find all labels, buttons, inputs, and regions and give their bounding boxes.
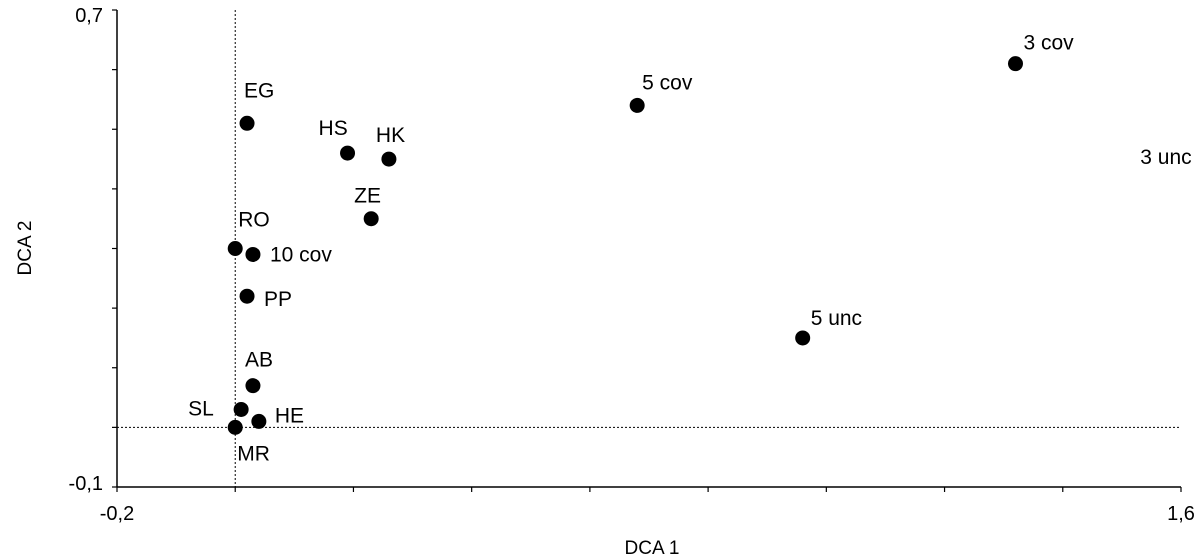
- point-3-cov: [1007, 56, 1023, 72]
- point-label-he: HE: [275, 404, 304, 427]
- point-label-sl: SL: [188, 397, 214, 420]
- point-label-3-unc: 3 unc: [1140, 146, 1191, 169]
- point-10-cov: [245, 246, 261, 262]
- point-label-ab: AB: [245, 349, 273, 372]
- point-ro: [227, 241, 243, 256]
- point-ze: [363, 211, 379, 227]
- point-label-10-cov: 10 cov: [270, 243, 332, 266]
- point-label-5-cov: 5 cov: [642, 71, 693, 94]
- point-label-mr: MR: [237, 442, 270, 465]
- point-hk: [381, 151, 397, 167]
- point-eg: [239, 115, 255, 131]
- point-label-3-cov: 3 cov: [1023, 32, 1074, 55]
- axis-ticks: [112, 9, 1182, 492]
- point-hs: [340, 145, 356, 161]
- y-tick-label-bottom: -0,1: [69, 473, 103, 495]
- y-axis-title: DCA 2: [15, 221, 36, 276]
- point-5-cov: [629, 97, 645, 113]
- point-label-5-unc: 5 unc: [811, 307, 862, 330]
- point-sl: [233, 401, 249, 417]
- x-tick-label-left: -0,2: [100, 503, 134, 525]
- x-tick-label-right: 1,6: [1167, 503, 1195, 525]
- point-mr: [227, 419, 243, 435]
- point-pp: [239, 288, 255, 304]
- point-label-ro: RO: [238, 209, 270, 232]
- point-label-eg: EG: [244, 79, 274, 102]
- point-ab: [245, 378, 261, 394]
- point-label-hk: HK: [376, 124, 405, 147]
- point-label-hs: HS: [319, 117, 348, 140]
- x-axis-title: DCA 1: [625, 538, 680, 559]
- point-5-unc: [795, 330, 811, 346]
- point-label-pp: PP: [264, 288, 292, 311]
- point-he: [251, 413, 267, 429]
- point-label-ze: ZE: [354, 185, 381, 208]
- y-tick-label-top: 0,7: [75, 5, 103, 27]
